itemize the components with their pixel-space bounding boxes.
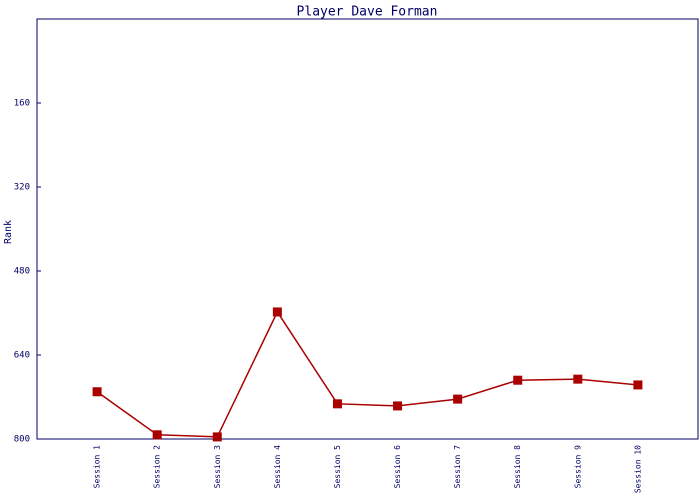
y-tick-label: 480	[14, 267, 30, 277]
x-tick-label: Session 4	[273, 445, 282, 489]
x-tick-label: Session 7	[453, 445, 462, 489]
data-point	[633, 380, 643, 390]
x-tick-label: Session 9	[573, 445, 582, 489]
y-tick-label: 320	[14, 183, 30, 193]
data-point	[92, 387, 102, 397]
x-tick-label: Session 5	[333, 445, 342, 489]
y-tick-label: 800	[14, 435, 30, 445]
y-tick-label: 160	[14, 99, 30, 109]
x-tick-label: Session 1	[93, 445, 102, 489]
chart-title: Player Dave Forman	[297, 5, 438, 20]
series-line	[96, 310, 638, 438]
data-point	[393, 401, 403, 411]
x-tick-label: Session 8	[513, 445, 522, 489]
y-tick-label: 640	[14, 351, 30, 361]
data-point	[272, 307, 282, 317]
x-tick-label: Session 6	[393, 445, 402, 489]
plot-frame	[36, 18, 699, 440]
data-point	[453, 394, 463, 404]
data-point	[152, 430, 162, 440]
y-axis-label: Rank	[3, 220, 14, 244]
x-tick-label: Session 2	[153, 445, 162, 489]
data-point	[573, 374, 583, 384]
data-point	[513, 375, 523, 385]
x-tick-label: Session 10	[633, 445, 642, 493]
data-point	[332, 399, 342, 409]
data-point	[212, 432, 222, 442]
x-tick-label: Session 3	[213, 445, 222, 489]
